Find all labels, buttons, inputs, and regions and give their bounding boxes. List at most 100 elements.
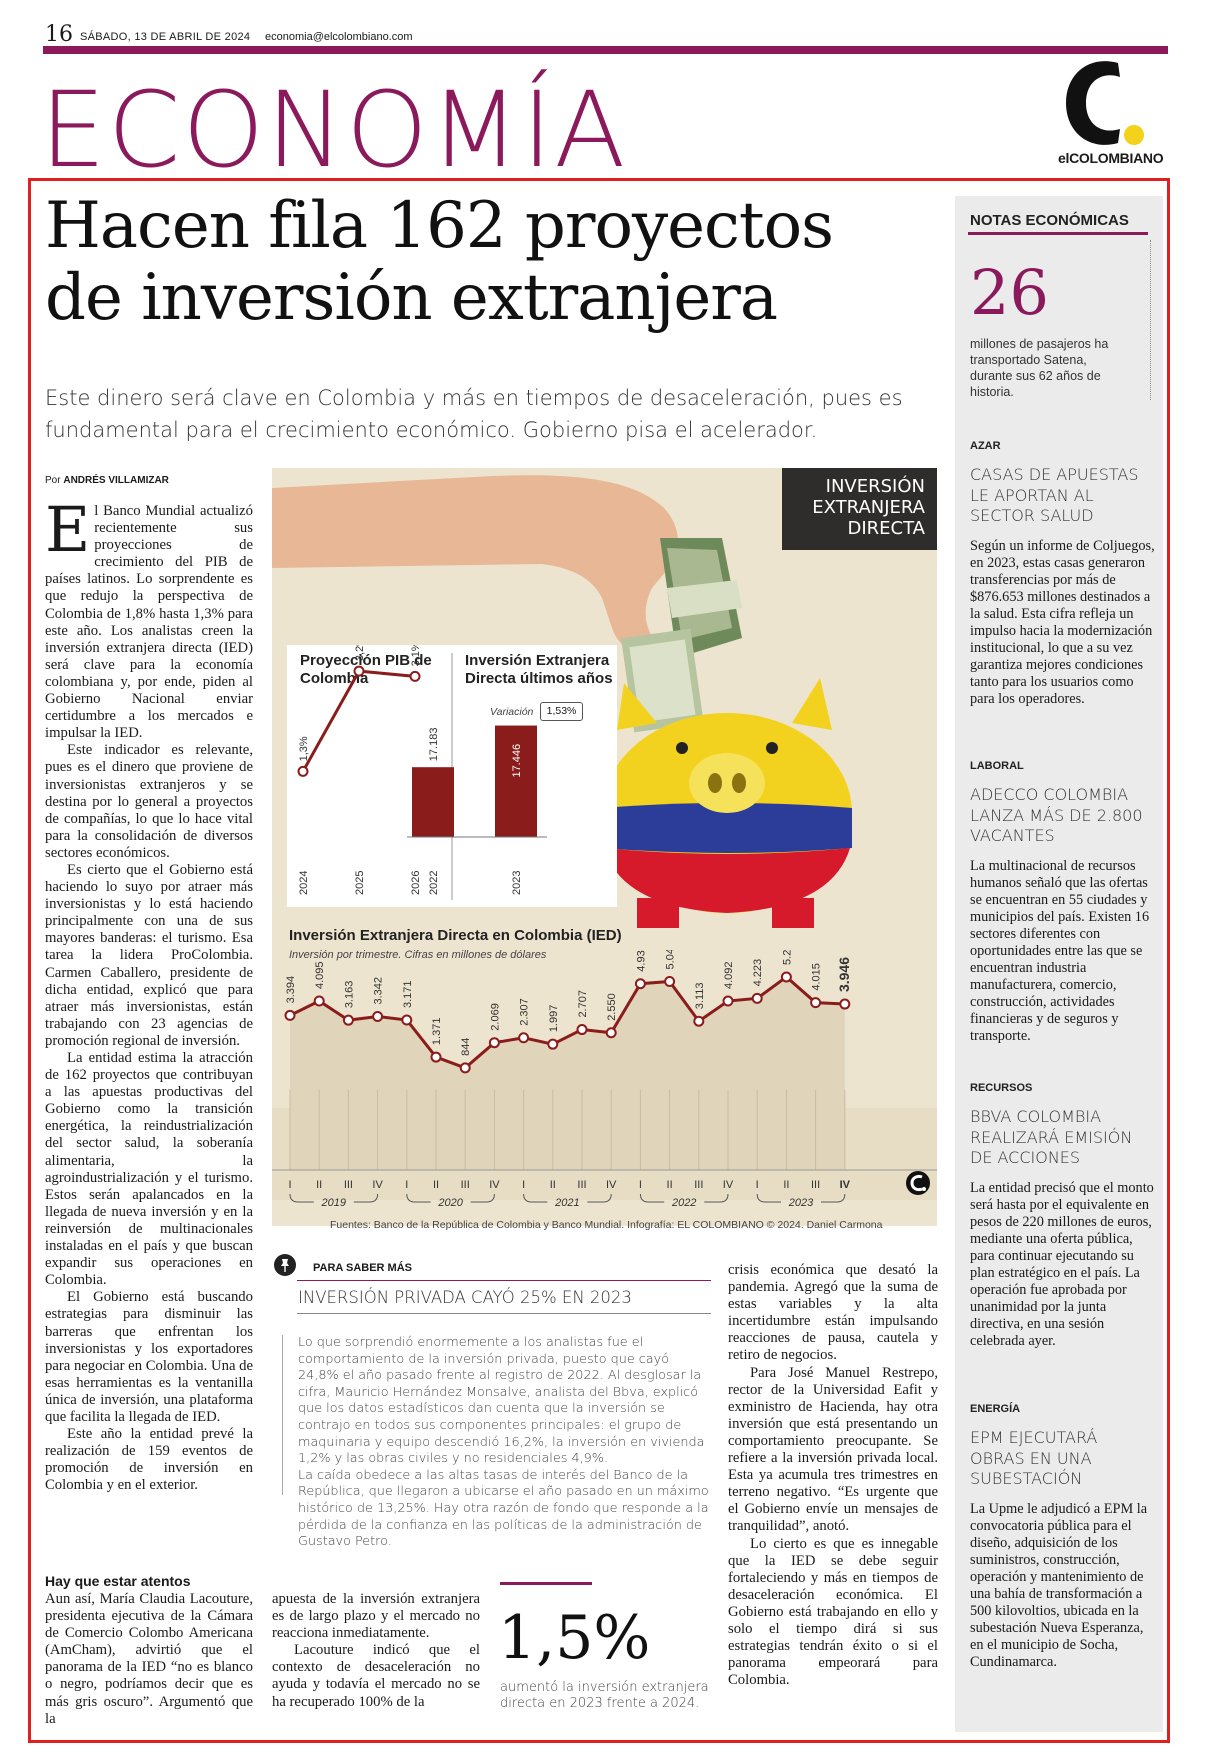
- ied-value-label: 3.163: [343, 981, 355, 1009]
- note-tag: RECURSOS: [970, 1082, 1033, 1094]
- pib-value-label: 3,1%: [410, 645, 422, 666]
- quarter-label: IV: [723, 1179, 734, 1191]
- note-headline: EPM EJECUTARÁ OBRAS EN UNA SUBESTACIÓN: [970, 1428, 1098, 1488]
- divider: [1150, 240, 1151, 400]
- note-body: La entidad precisó que el monto será has…: [970, 1180, 1154, 1349]
- pib-value-label: 1,3%: [298, 736, 310, 761]
- pib-value-label: 3,2%: [354, 645, 366, 661]
- article-paragraph: Lo cierto es que es innegable que la IED…: [728, 1535, 938, 1689]
- quarter-label: I: [756, 1179, 759, 1191]
- year-bracket: [523, 1193, 612, 1203]
- article-paragraph: El Gobierno está buscando estrategias pa…: [45, 1289, 253, 1425]
- stat-value: 1,5%: [498, 1603, 651, 1673]
- newspaper-logo-text: elCOLOMBIANO: [1058, 150, 1164, 166]
- top-rule: [43, 46, 1168, 54]
- quarter-label: II: [783, 1179, 789, 1191]
- ied-value-label: 4.095: [314, 961, 326, 989]
- page-number: 16: [45, 22, 73, 47]
- ied-value-label: 2.307: [519, 998, 531, 1026]
- note-body: Según un informe de Coljuegos, en 2023, …: [970, 538, 1155, 707]
- article-dek: Este dinero será clave en Colombia y más…: [45, 386, 903, 442]
- note-tag: ENERGÍA: [970, 1403, 1021, 1415]
- pib-year-label: 2024: [298, 871, 310, 895]
- year-label: 2022: [671, 1197, 696, 1209]
- ied-point: [780, 971, 792, 983]
- article-paragraph: Aun así, María Claudia Lacouture, presid…: [45, 1591, 253, 1727]
- ied-area: [290, 976, 845, 1170]
- badge-line: DIRECTA: [847, 518, 925, 539]
- note-body: La Upme le adjudicó a EPM la convocatori…: [970, 1501, 1148, 1670]
- dateline: SÁBADO, 13 DE ABRIL DE 2024: [80, 31, 251, 43]
- article-column-2-bottom: apuesta de la inversión extranjera es de…: [272, 1591, 480, 1711]
- ied-value-label: 3.171: [402, 980, 414, 1008]
- article-paragraph: crisis económica que desató la pandemia.…: [728, 1262, 938, 1364]
- pib-series-line: [301, 669, 416, 773]
- chart-subtitle-quarterly: Inversión por trimestre. Cifras en millo…: [289, 949, 547, 961]
- ied-point: [751, 992, 763, 1004]
- para-saber-mas-label: PARA SABER MÁS: [313, 1262, 413, 1274]
- quarter-label: I: [405, 1179, 408, 1191]
- note-headline: BBVA COLOMBIA REALIZARÁ EMISIÓN DE ACCIO…: [970, 1107, 1133, 1167]
- ied-value-label: 844: [460, 1038, 472, 1056]
- quarter-label: II: [667, 1179, 673, 1191]
- quarter-label: III: [344, 1179, 353, 1191]
- pib-point: [297, 765, 309, 777]
- ied-value-label: 4.223: [752, 959, 764, 987]
- year-label: 2021: [554, 1197, 579, 1209]
- ied-value-label: 2.707: [577, 990, 589, 1018]
- year-bracket: [289, 1193, 379, 1203]
- year-label: 2023: [788, 1197, 814, 1209]
- article-subhead: Hay que estar atentos: [45, 1573, 191, 1589]
- ied-value-label: 4.015: [811, 963, 823, 991]
- chart-logo-icon: [906, 1171, 930, 1195]
- ied-bar-value-label: 17.183: [428, 728, 440, 762]
- ied-value-label: 2.550: [606, 993, 618, 1021]
- pib-year-label: 2025: [354, 871, 366, 895]
- sidebar-number-caption: millones de pasajeros ha transportado Sa…: [970, 337, 1109, 399]
- sidebar: [955, 196, 1163, 1732]
- ied-value-label: 5.043: [665, 950, 677, 969]
- ied-point: [284, 1009, 296, 1021]
- article-column-3: crisis económica que desató la pandemia.…: [728, 1262, 938, 1689]
- pib-year-label: 2026: [410, 871, 422, 895]
- article-paragraph: Este indicador es relevante, pues es el …: [45, 742, 253, 861]
- stat-caption: aumentó la inversión extranjera directa …: [500, 1680, 709, 1711]
- quarter-label: II: [550, 1179, 556, 1191]
- box-paragraph: La caída obedece a las altas tasas de in…: [298, 1467, 709, 1550]
- byline-prefix: Por: [45, 475, 61, 486]
- byline-author[interactable]: ANDRÉS VILLAMIZAR: [63, 475, 169, 486]
- article-paragraph: Este año la entidad prevé la realización…: [45, 1426, 253, 1494]
- section-email[interactable]: economia@elcolombiano.com: [265, 31, 413, 43]
- quarterly-line-chart: 3.394I4.095II3.163III3.342IV3.171I1.371I…: [272, 950, 937, 1209]
- quarter-label: III: [461, 1179, 470, 1191]
- ied-point: [576, 1024, 588, 1036]
- divider: [297, 1313, 711, 1314]
- pib-point: [353, 665, 365, 677]
- article-paragraph: Para José Manuel Restrepo, rector de la …: [728, 1364, 938, 1535]
- article-paragraph: La entidad estima la atracción de 162 pr…: [45, 1050, 253, 1289]
- ied-point: [488, 1037, 500, 1049]
- badge-line: INVERSIÓN: [825, 476, 925, 497]
- note-body: La multinacional de recursos humanos señ…: [970, 858, 1150, 1044]
- article-column-1-bottom: Aun así, María Claudia Lacouture, presid…: [45, 1591, 253, 1728]
- ied-point: [664, 975, 676, 987]
- note-tag: AZAR: [970, 440, 1001, 452]
- year-bracket: [756, 1193, 846, 1203]
- ied-point: [459, 1062, 471, 1074]
- badge-line: EXTRANJERA: [812, 497, 925, 518]
- infographic-sources: Fuentes: Banco de la República de Colomb…: [330, 1219, 883, 1231]
- year-label: 2019: [321, 1197, 346, 1209]
- ied-bar: [412, 767, 454, 837]
- chart-title-quarterly: Inversión Extranjera Directa en Colombia…: [289, 927, 622, 944]
- infographic-badge: INVERSIÓN EXTRANJERA DIRECTA: [782, 468, 937, 550]
- para-saber-mas-title: INVERSIÓN PRIVADA CAYÓ 25% EN 2023: [298, 1288, 632, 1307]
- ied-year-label: 2022: [428, 871, 440, 895]
- ied-point: [839, 998, 851, 1010]
- ied-point: [634, 978, 646, 990]
- ied-value-label: 2.069: [489, 1003, 501, 1031]
- article-paragraph: Lacouture indicó que el contexto de desa…: [272, 1642, 480, 1710]
- ied-point: [401, 1014, 413, 1026]
- box-paragraph: Lo que sorprendió enormemente a los anal…: [298, 1335, 705, 1467]
- ied-value-label: 3.342: [373, 977, 385, 1005]
